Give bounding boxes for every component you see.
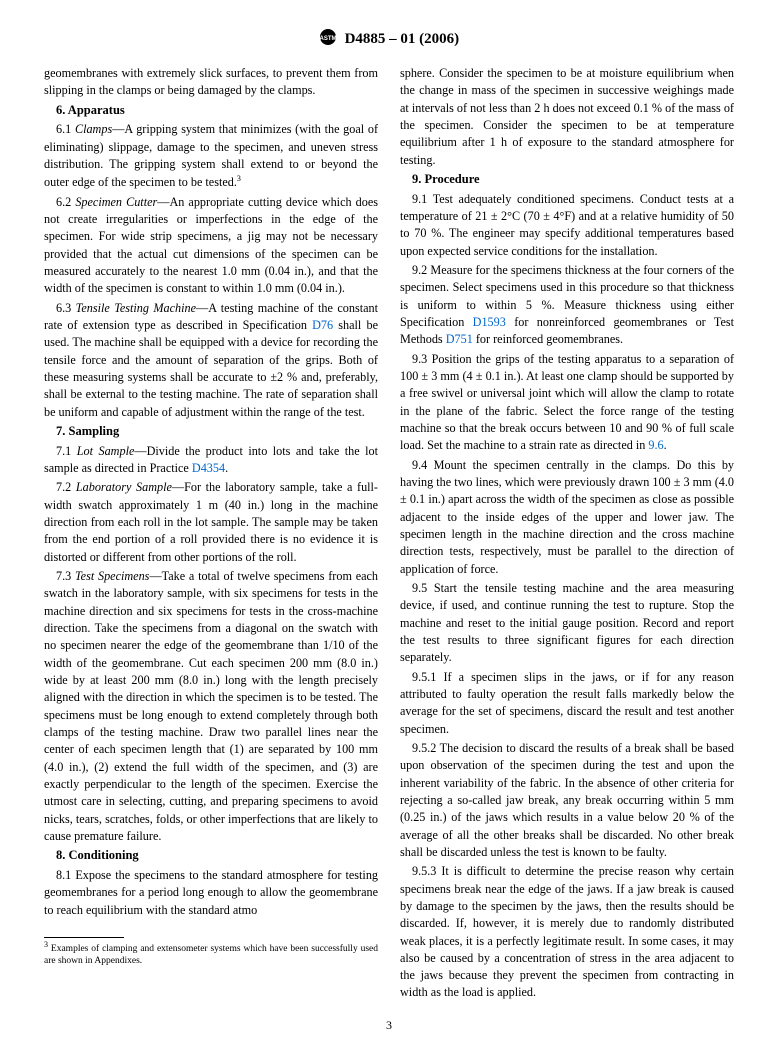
clause-body: —An appropriate cutting device which doe… bbox=[44, 195, 378, 296]
footnote-text: Examples of clamping and extensometer sy… bbox=[44, 944, 378, 966]
clause-label: 7.3 bbox=[56, 569, 75, 583]
clause-body: It is difficult to determine the precise… bbox=[400, 864, 734, 999]
clause-7-3: 7.3 Test Specimens—Take a total of twelv… bbox=[44, 568, 378, 845]
section-7-heading: 7. Sampling bbox=[44, 423, 378, 441]
clause-label: 9.5.3 bbox=[412, 864, 441, 878]
footnote-marker: 3 bbox=[44, 940, 48, 949]
body-columns: geomembranes with extremely slick surfac… bbox=[44, 65, 734, 1002]
section-8-heading: 8. Conditioning bbox=[44, 847, 378, 865]
footnote-block: 3 Examples of clamping and extensometer … bbox=[44, 937, 378, 968]
clause-6-2: 6.2 Specimen Cutter—An appropriate cutti… bbox=[44, 194, 378, 298]
doc-header: ASTM D4885 – 01 (2006) bbox=[44, 28, 734, 51]
footnote-ref-3[interactable]: 3 bbox=[237, 174, 241, 183]
link-d751[interactable]: D751 bbox=[446, 332, 473, 346]
clause-head: Laboratory Sample bbox=[76, 480, 172, 494]
clause-head: Specimen Cutter bbox=[75, 195, 157, 209]
page-container: ASTM D4885 – 01 (2006) geomembranes with… bbox=[0, 0, 778, 1061]
clause-tail: . bbox=[225, 461, 228, 475]
clause-6-1: 6.1 Clamps—A gripping system that minimi… bbox=[44, 121, 378, 191]
clause-body: If a specimen slips in the jaws, or if f… bbox=[400, 670, 734, 736]
clause-body: Start the tensile testing machine and th… bbox=[400, 581, 734, 664]
clause-label: 9.1 bbox=[412, 192, 433, 206]
clause-label: 7.1 bbox=[56, 444, 77, 458]
clause-label: 7.2 bbox=[56, 480, 76, 494]
clause-label: 9.5.2 bbox=[412, 741, 440, 755]
clause-body: Mount the specimen centrally in the clam… bbox=[400, 458, 734, 576]
clause-7-2: 7.2 Laboratory Sample—For the laboratory… bbox=[44, 479, 378, 566]
clause-body: Test adequately conditioned specimens. C… bbox=[400, 192, 734, 258]
clause-body: The decision to discard the results of a… bbox=[400, 741, 734, 859]
clause-9-1: 9.1 Test adequately conditioned specimen… bbox=[400, 191, 734, 260]
clause-label: 6.3 bbox=[56, 301, 76, 315]
clause-body-2: shall be used. The machine shall be equi… bbox=[44, 318, 378, 419]
clause-9-5: 9.5 Start the tensile testing machine an… bbox=[400, 580, 734, 667]
clause-9-5-2: 9.5.2 The decision to discard the result… bbox=[400, 740, 734, 861]
clause-label: 9.3 bbox=[412, 352, 432, 366]
footnote-rule bbox=[44, 937, 124, 938]
clause-body-1: Position the grips of the testing appara… bbox=[400, 352, 734, 453]
clause-9-2: 9.2 Measure for the specimens thickness … bbox=[400, 262, 734, 349]
link-9-6[interactable]: 9.6 bbox=[648, 438, 663, 452]
svg-text:ASTM: ASTM bbox=[319, 36, 336, 42]
clause-head: Clamps bbox=[75, 122, 112, 136]
link-d1593[interactable]: D1593 bbox=[473, 315, 506, 329]
page-number: 3 bbox=[44, 1018, 734, 1033]
clause-9-4: 9.4 Mount the specimen centrally in the … bbox=[400, 457, 734, 578]
clause-head: Test Specimens bbox=[75, 569, 149, 583]
clause-8-1-cont: sphere. Consider the specimen to be at m… bbox=[400, 65, 734, 169]
link-d4354[interactable]: D4354 bbox=[192, 461, 225, 475]
clause-label: 9.4 bbox=[412, 458, 434, 472]
clause-8-1: 8.1 Expose the specimens to the standard… bbox=[44, 867, 378, 919]
clause-label: 9.2 bbox=[412, 263, 430, 277]
clause-body: —Take a total of twelve specimens from e… bbox=[44, 569, 378, 843]
clause-body: Expose the specimens to the standard atm… bbox=[44, 868, 378, 917]
intro-fragment: geomembranes with extremely slick surfac… bbox=[44, 65, 378, 100]
astm-logo-icon: ASTM bbox=[319, 28, 337, 51]
clause-head: Tensile Testing Machine bbox=[76, 301, 196, 315]
clause-6-3: 6.3 Tensile Testing Machine—A testing ma… bbox=[44, 300, 378, 421]
clause-9-5-1: 9.5.1 If a specimen slips in the jaws, o… bbox=[400, 669, 734, 738]
clause-9-3: 9.3 Position the grips of the testing ap… bbox=[400, 351, 734, 455]
clause-body-2: . bbox=[664, 438, 667, 452]
clause-body-3: for reinforced geomembranes. bbox=[473, 332, 623, 346]
clause-head: Lot Sample bbox=[77, 444, 135, 458]
clause-label: 6.2 bbox=[56, 195, 75, 209]
section-9-heading: 9. Procedure bbox=[400, 171, 734, 189]
clause-label: 9.5.1 bbox=[412, 670, 443, 684]
footnote-3: 3 Examples of clamping and extensometer … bbox=[44, 940, 378, 968]
clause-7-1: 7.1 Lot Sample—Divide the product into l… bbox=[44, 443, 378, 478]
clause-label: 9.5 bbox=[412, 581, 434, 595]
link-d76[interactable]: D76 bbox=[312, 318, 333, 332]
section-6-heading: 6. Apparatus bbox=[44, 102, 378, 120]
clause-label: 6.1 bbox=[56, 122, 75, 136]
doc-designation: D4885 – 01 (2006) bbox=[345, 31, 460, 47]
clause-9-5-3: 9.5.3 It is difficult to determine the p… bbox=[400, 863, 734, 1002]
clause-label: 8.1 bbox=[56, 868, 75, 882]
